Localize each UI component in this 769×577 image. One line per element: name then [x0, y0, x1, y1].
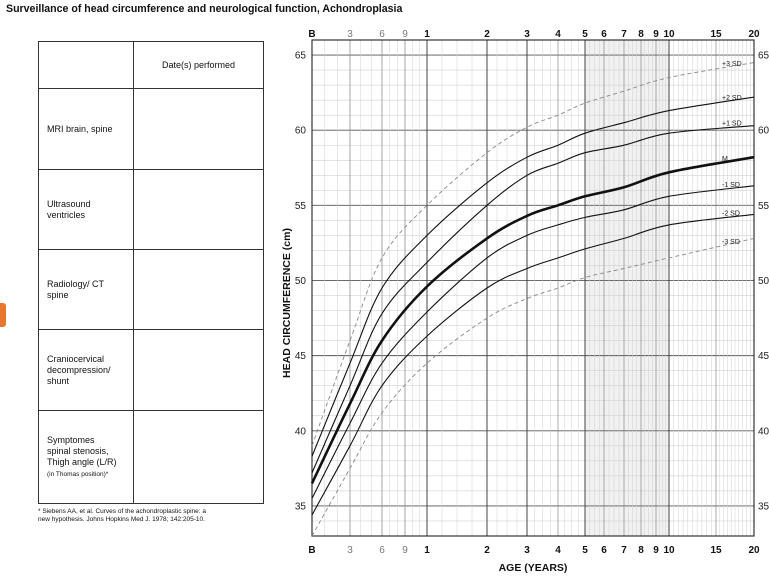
- x-tick-label: 4: [555, 545, 561, 556]
- x-tick-label-top: 8: [638, 29, 644, 40]
- procedure-label: Ultrasound ventricles: [38, 169, 134, 250]
- x-tick-label: B: [308, 545, 315, 556]
- footnote: * Siebens AA, et al. Curves of the achon…: [38, 508, 278, 524]
- procedure-label-line: MRI brain, spine: [47, 123, 113, 134]
- series-label: M: [722, 156, 728, 163]
- x-tick-label-top: 1: [424, 29, 430, 40]
- shaded-band: [585, 40, 669, 536]
- x-tick-label: 15: [710, 545, 722, 556]
- procedure-label-line: spinal stenosis,: [47, 445, 109, 456]
- x-tick-label: 2: [484, 545, 490, 556]
- x-tick-label-top: 20: [748, 29, 760, 40]
- x-axis-label: AGE (YEARS): [499, 562, 568, 574]
- footnote-line: new hypothesis. Johns Hopkins Med J. 197…: [38, 516, 205, 523]
- procedure-label-line: Radiology/ CT: [47, 278, 105, 289]
- x-tick-label: 6: [379, 545, 385, 556]
- y-tick-label-right: 65: [758, 51, 769, 62]
- table-header-dates: Date(s) performed: [133, 41, 264, 89]
- x-tick-label: 9: [653, 545, 659, 556]
- procedure-label-line: shunt: [47, 375, 70, 386]
- accent-marker: [0, 303, 6, 327]
- y-tick-label-right: 45: [758, 351, 769, 362]
- series-label: +3 SD: [722, 61, 742, 68]
- curve-minus1sd: [311, 185, 755, 499]
- curve-plus2sd: [311, 96, 755, 457]
- plot-frame: [311, 39, 755, 537]
- x-tick-label-top: B: [308, 29, 315, 40]
- procedure-label: Symptomes spinal stenosis, Thigh angle (L/…: [38, 410, 134, 504]
- series-label: +1 SD: [722, 120, 742, 127]
- x-tick-label: 5: [582, 545, 588, 556]
- y-tick-label: 45: [295, 351, 307, 362]
- footnote-line: * Siebens AA, et al. Curves of the achon…: [38, 508, 207, 515]
- y-tick-label-right: 55: [758, 201, 769, 212]
- procedure-label-line: Symptomes: [47, 434, 95, 445]
- table-row: Ultrasound ventricles: [38, 169, 264, 250]
- y-tick-label-right: 60: [758, 126, 769, 137]
- x-tick-label: 3: [524, 545, 530, 556]
- date-cell[interactable]: [133, 169, 264, 250]
- procedure-label-line: decompression/: [47, 364, 111, 375]
- y-tick-label-right: 50: [758, 276, 769, 287]
- x-tick-label: 6: [601, 545, 607, 556]
- x-tick-label: 20: [748, 545, 760, 556]
- table-row: Symptomes spinal stenosis, Thigh angle (L/…: [38, 410, 264, 504]
- table-row: Radiology/ CT spine: [38, 249, 264, 330]
- x-tick-label: 9: [402, 545, 408, 556]
- x-tick-label-top: 15: [710, 29, 722, 40]
- series-label: -3 SD: [722, 239, 740, 246]
- curve-plus1sd: [311, 125, 755, 474]
- series-label: -2 SD: [722, 211, 740, 218]
- procedure-label-line: Craniocervical: [47, 353, 105, 364]
- x-tick-label-top: 3: [524, 29, 530, 40]
- date-cell[interactable]: [133, 410, 264, 504]
- y-tick-label-right: 35: [758, 501, 769, 512]
- x-tick-label-top: 5: [582, 29, 588, 40]
- y-tick-label: 65: [295, 51, 307, 62]
- x-tick-label-top: 6: [601, 29, 607, 40]
- x-tick-label: 8: [638, 545, 644, 556]
- x-tick-label: 7: [621, 545, 627, 556]
- procedure-label: Craniocervical decompression/shunt: [38, 329, 134, 411]
- x-tick-label-top: 6: [379, 29, 385, 40]
- series-label: -1 SD: [722, 182, 740, 189]
- curve-minus2sd: [311, 213, 755, 516]
- procedure-label-line: spine: [47, 289, 69, 300]
- x-tick-label-top: 3: [347, 29, 353, 40]
- y-tick-label: 60: [295, 126, 307, 137]
- x-tick-label-top: 2: [484, 29, 490, 40]
- x-tick-label: 3: [347, 545, 353, 556]
- procedure-label-line: Thigh angle (L/R): [47, 456, 117, 467]
- page-title: Surveillance of head circumference and n…: [6, 3, 403, 15]
- series-label: +2 SD: [722, 95, 742, 102]
- procedure-label: MRI brain, spine: [38, 88, 134, 170]
- procedure-label-line: ventricles: [47, 209, 86, 220]
- y-axis-label: HEAD CIRCUMFERENCE (cm): [281, 228, 293, 378]
- y-tick-label: 35: [295, 501, 307, 512]
- x-tick-label-top: 4: [555, 29, 561, 40]
- y-tick-label: 55: [295, 201, 307, 212]
- x-tick-label-top: 9: [402, 29, 408, 40]
- table-header-row: Date(s) performed: [38, 41, 264, 89]
- y-tick-label: 40: [295, 426, 307, 437]
- procedure-label-note: (in Thomas position)*: [47, 470, 109, 478]
- x-tick-label-top: 9: [653, 29, 659, 40]
- x-tick-label: 10: [663, 545, 675, 556]
- x-tick-label-top: 10: [663, 29, 675, 40]
- y-tick-label: 50: [295, 276, 307, 287]
- y-tick-label-right: 40: [758, 426, 769, 437]
- table-row: MRI brain, spine: [38, 88, 264, 170]
- x-tick-label-top: 7: [621, 29, 627, 40]
- date-cell[interactable]: [133, 249, 264, 330]
- table-header-empty-cell: [38, 41, 134, 89]
- procedure-label-line: Ultrasound: [47, 198, 91, 209]
- procedures-table: Date(s) performed MRI brain, spine Ultra…: [38, 41, 264, 504]
- x-tick-label: 1: [424, 545, 430, 556]
- curve-m: [310, 155, 755, 484]
